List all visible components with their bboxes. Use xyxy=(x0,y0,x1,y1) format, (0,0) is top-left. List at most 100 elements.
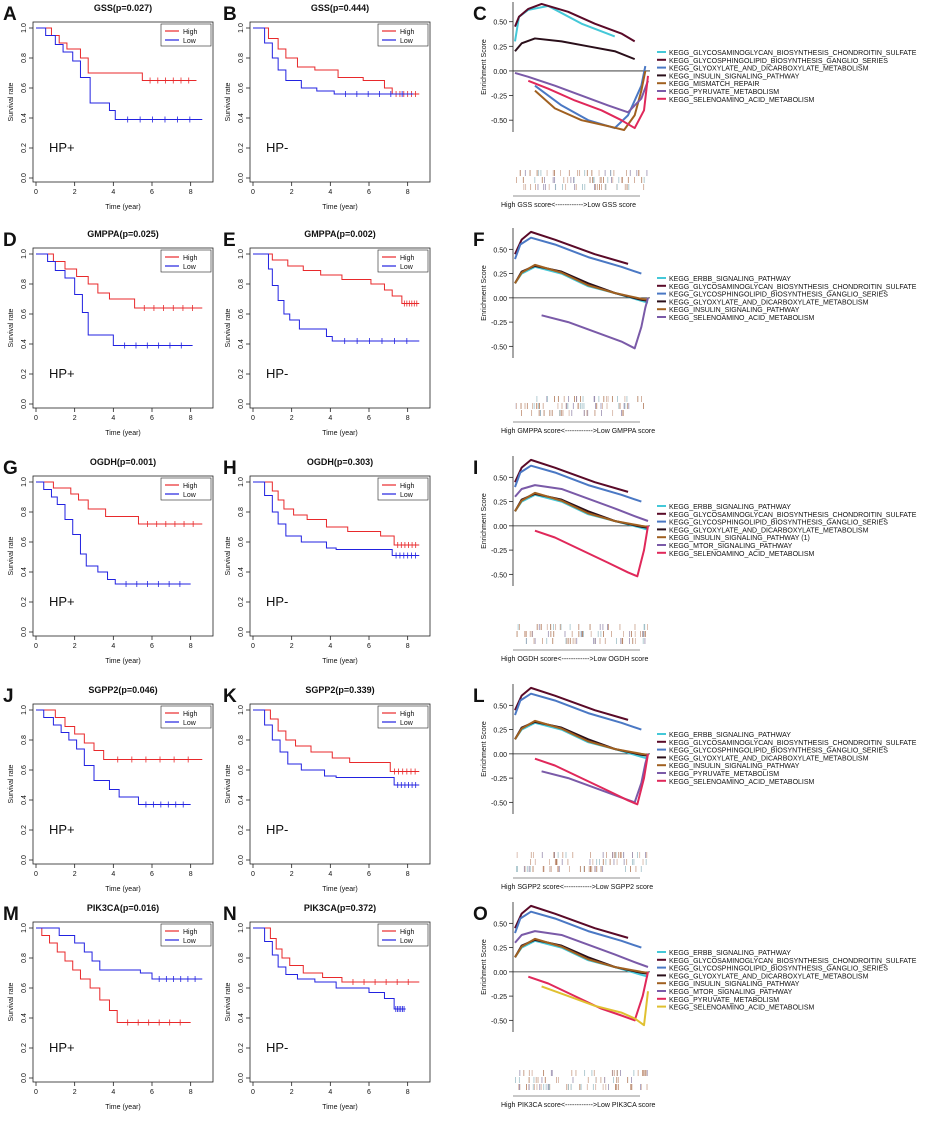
legend-label: KEGG_INSULIN_SIGNALING_PATHWAY xyxy=(669,981,800,988)
km-panel-G: G OGDH(p=0.001) 0.0 0.2 0.4 0.6 0.8 1.0 0 2 4 6 8 Tim… xyxy=(3,457,214,665)
plot-frame xyxy=(249,247,431,409)
survival-curve-low xyxy=(253,927,406,1010)
y-tick-label: 1.0 xyxy=(21,923,28,933)
x-axis-label: Time (year) xyxy=(322,204,358,211)
y-tick-label: 0.0 xyxy=(238,399,245,409)
chart-title: OGDH(p=0.001) xyxy=(90,457,156,467)
x-tick-label: 6 xyxy=(150,415,154,422)
y-tick-label: 0.2 xyxy=(21,143,28,153)
x-tick-label: 8 xyxy=(406,415,410,422)
rank-footer: High SGPP2 score<------------>Low SGPP2 … xyxy=(501,884,653,891)
x-tick-label: 2 xyxy=(73,415,77,422)
y-tick-label: 0.8 xyxy=(21,507,28,517)
enrichment-curve xyxy=(514,37,636,61)
x-tick-label: 2 xyxy=(73,1089,77,1096)
x-tick-label: 8 xyxy=(406,643,410,650)
legend-label: KEGG_INSULIN_SIGNALING_PATHWAY xyxy=(669,763,800,770)
legend-label: Low xyxy=(183,264,197,271)
enrichment-curve xyxy=(534,525,649,578)
legend-label: KEGG_GLYCOSPHINGOLIPID_BIOSYNTHESIS_GANG… xyxy=(669,292,888,299)
legend-label: Low xyxy=(183,38,197,45)
chart-title: GMPPA(p=0.002) xyxy=(304,229,376,239)
x-tick-label: 2 xyxy=(73,643,77,650)
x-tick-label: 0 xyxy=(251,415,255,422)
legend-label: KEGG_ERBB_SIGNALING_PATHWAY xyxy=(669,504,791,511)
y-tick-label: 0.0 xyxy=(238,855,245,865)
legend-label: KEGG_INSULIN_SIGNALING_PATHWAY (1) xyxy=(669,535,810,542)
y-tick-label: 0.0 xyxy=(238,627,245,637)
y-tick-label: 0.2 xyxy=(21,1043,28,1053)
group-label: HP- xyxy=(266,1040,288,1055)
y-tick-label: 0.00 xyxy=(493,296,507,303)
km-panel-D: D GMPPA(p=0.025) 0.0 0.2 0.4 0.6 0.8 1.0 0 2 4 6 8 Ti… xyxy=(3,229,214,437)
x-tick-label: 8 xyxy=(189,1089,193,1096)
enrichment-curve xyxy=(514,719,649,756)
y-tick-label: 0.25 xyxy=(493,272,507,279)
panel-letter: J xyxy=(3,686,14,707)
panel-letter: B xyxy=(223,4,237,25)
x-tick-label: 6 xyxy=(367,189,371,196)
y-tick-label: 0.2 xyxy=(21,597,28,607)
y-tick-label: 0.2 xyxy=(238,143,245,153)
y-tick-label: 1.0 xyxy=(238,249,245,259)
legend-label: Low xyxy=(183,938,197,945)
y-axis-label: Enrichment Score xyxy=(481,39,488,95)
x-tick-label: 4 xyxy=(111,415,115,422)
y-tick-label: 0.2 xyxy=(238,597,245,607)
y-tick-label: -0.50 xyxy=(491,1018,507,1025)
y-tick-label: 0.4 xyxy=(238,567,245,577)
y-tick-label: 0.6 xyxy=(21,309,28,319)
x-tick-label: 4 xyxy=(328,189,332,196)
y-tick-label: 0.8 xyxy=(21,279,28,289)
x-axis-label: Time (year) xyxy=(105,204,141,211)
group-label: HP- xyxy=(266,140,288,155)
y-tick-label: 0.25 xyxy=(493,44,507,51)
y-tick-label: 0.2 xyxy=(238,825,245,835)
legend-label: High xyxy=(400,29,415,36)
y-tick-label: 0.50 xyxy=(493,921,507,928)
y-axis-label: Survival rate xyxy=(225,82,232,121)
survival-curve-high xyxy=(36,253,203,309)
y-axis-label: Enrichment Score xyxy=(481,721,488,777)
plot-frame xyxy=(249,703,431,865)
gsea-panel-F: F 0.50 0.25 0.00 -0.25 -0.50 Enrichment Score K… xyxy=(473,228,917,435)
chart-title: GSS(p=0.444) xyxy=(311,3,369,13)
group-label: HP- xyxy=(266,594,288,609)
legend-label: KEGG_GLYOXYLATE_AND_DICARBOXYLATE_METABO… xyxy=(669,527,869,534)
km-panel-E: E GMPPA(p=0.002) 0.0 0.2 0.4 0.6 0.8 1.0 0 2 4 6 8 Ti… xyxy=(223,229,431,437)
survival-curve-low xyxy=(253,27,414,95)
group-label: HP+ xyxy=(49,1040,75,1055)
x-tick-label: 8 xyxy=(406,1089,410,1096)
gsea-panel-C: C 0.50 0.25 0.00 -0.25 -0.50 Enrichment Score K… xyxy=(473,2,917,209)
chart-title: PIK3CA(p=0.372) xyxy=(304,903,376,913)
plot-frame xyxy=(32,247,214,409)
y-tick-label: 0.2 xyxy=(21,369,28,379)
y-tick-label: 0.4 xyxy=(21,113,28,123)
legend-label: High xyxy=(400,711,415,718)
x-tick-label: 4 xyxy=(328,415,332,422)
y-tick-label: 0.8 xyxy=(21,735,28,745)
legend-label: KEGG_PYRUVATE_METABOLISM xyxy=(669,89,779,96)
enrichment-curve xyxy=(514,904,629,939)
panel-letter: I xyxy=(473,458,478,479)
y-axis-label: Enrichment Score xyxy=(481,265,488,321)
x-tick-label: 0 xyxy=(34,643,38,650)
plot-frame xyxy=(249,921,431,1083)
legend-label: KEGG_GLYCOSAMINOGLYCAN_BIOSYNTHESIS_CHON… xyxy=(669,958,917,965)
legend-label: Low xyxy=(400,38,414,45)
legend-label: KEGG_GLYCOSPHINGOLIPID_BIOSYNTHESIS_GANG… xyxy=(669,966,888,973)
panel-letter: K xyxy=(223,686,237,707)
enrichment-curve xyxy=(514,721,649,760)
y-axis-label: Enrichment Score xyxy=(481,939,488,995)
rank-footer: High GSS score<------------>Low GSS scor… xyxy=(501,202,636,209)
x-tick-label: 6 xyxy=(150,643,154,650)
x-tick-label: 4 xyxy=(111,189,115,196)
y-tick-label: 0.6 xyxy=(238,537,245,547)
enrichment-curve xyxy=(514,236,642,275)
plot-frame xyxy=(32,21,214,183)
gsea-panel-O: O 0.50 0.25 0.00 -0.25 -0.50 Enrichment Score K… xyxy=(473,902,917,1109)
chart-title: GMPPA(p=0.025) xyxy=(87,229,159,239)
y-axis-label: Survival rate xyxy=(8,764,15,803)
survival-curve-low xyxy=(253,481,420,556)
